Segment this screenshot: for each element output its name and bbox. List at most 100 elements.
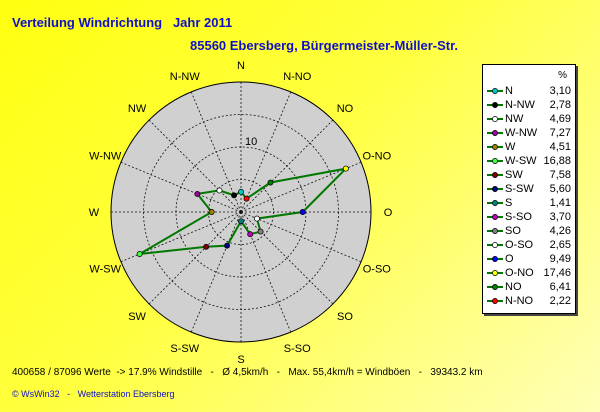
footer-credit: © WsWin32 - Wetterstation Ebersberg [12, 389, 175, 399]
data-point-s-sw [224, 242, 231, 249]
legend-label: W-SW [505, 155, 537, 167]
legend-value: 4,26 [549, 225, 571, 237]
data-point-w [208, 209, 215, 215]
legend-item: N-NW 2,78 [483, 98, 575, 112]
legend-value: 2,78 [549, 99, 571, 111]
legend-label: NO [505, 281, 522, 293]
legend-item: S 1,41 [483, 196, 575, 210]
data-point-sw [203, 243, 210, 250]
direction-label: SW [128, 311, 146, 323]
direction-label: S-SW [170, 343, 199, 355]
legend-item: SW 7,58 [483, 168, 575, 182]
legend-value: 2,22 [549, 295, 571, 307]
legend-item: W-SW 16,88 [483, 154, 575, 168]
legend-item: O-SO 2,65 [483, 238, 575, 252]
legend-marker [487, 130, 503, 136]
legend-label: W-NW [505, 127, 538, 139]
legend-marker [487, 214, 503, 220]
legend-value: 3,70 [549, 211, 571, 223]
data-point-s [238, 218, 244, 225]
legend-item: S-SW 5,60 [483, 182, 575, 196]
legend-label: N [505, 85, 513, 97]
grid-spoke [120, 161, 242, 213]
legend-value: 4,51 [549, 141, 571, 153]
grid-spoke [190, 91, 242, 213]
legend-marker [487, 228, 503, 234]
legend-value: 6,41 [549, 281, 571, 293]
legend-value: 1,41 [549, 197, 571, 209]
legend-label: NW [505, 113, 524, 125]
direction-label: S-SO [284, 343, 311, 355]
direction-label: SO [337, 311, 353, 323]
legend-marker [487, 102, 503, 108]
legend-value: 7,27 [549, 127, 571, 139]
legend-marker [487, 158, 503, 164]
legend-label: SO [505, 225, 521, 237]
legend-label: N-NW [505, 99, 535, 111]
legend-label: O-NO [505, 267, 534, 279]
legend-label: S-SO [505, 211, 532, 223]
data-point-so [257, 228, 264, 235]
direction-label: S [237, 354, 244, 366]
grid-spoke [148, 211, 242, 305]
legend-marker [487, 116, 503, 122]
data-point-nw [216, 187, 223, 194]
legend-marker [487, 242, 503, 248]
legend-label: S [505, 197, 513, 209]
data-point-n [238, 188, 244, 195]
legend-item: N-NO 2,22 [483, 294, 575, 308]
grid-spoke [240, 161, 362, 213]
legend-value: 5,60 [549, 183, 571, 195]
data-point-no [267, 179, 274, 186]
chart-subtitle: 85560 Ebersberg, Bürgermeister-Müller-St… [190, 38, 459, 53]
grid-spoke [148, 119, 242, 213]
grid-spoke [240, 119, 334, 213]
legend-item: S-SO 3,70 [483, 210, 575, 224]
legend-item: O-NO 17,46 [483, 266, 575, 280]
chart-title: Verteilung Windrichtung Jahr 2011 [12, 15, 233, 30]
legend-marker [487, 270, 503, 276]
legend-marker [487, 186, 503, 192]
legend-item: O 9,49 [483, 252, 575, 266]
legend-marker [487, 172, 503, 178]
grid-spoke [190, 211, 242, 333]
direction-label: O-NO [362, 151, 391, 163]
data-point-w-nw [194, 190, 201, 197]
legend-item: W 4,51 [483, 140, 575, 154]
legend-item: NO 6,41 [483, 280, 575, 294]
data-point-o-so [253, 215, 260, 222]
legend: % N 3,10 N-NW 2,78 NW 4,69 W-NW 7,27 W 4,51 W-SW 16… [482, 64, 576, 314]
legend-unit: % [558, 70, 567, 81]
legend-label: S-SW [505, 183, 534, 195]
data-point-n-nw [231, 192, 238, 199]
direction-label: N-NW [170, 71, 201, 83]
direction-label: O [384, 207, 393, 219]
data-point-n-no [243, 195, 250, 202]
grid-spoke [240, 211, 334, 305]
legend-value: 2,65 [549, 239, 571, 251]
data-point-o [299, 209, 306, 215]
direction-label: W-NW [89, 151, 122, 163]
grid-spoke [240, 91, 292, 213]
footer-stats: 400658 / 87096 Werte -> 17.9% Windstille… [12, 367, 483, 378]
legend-marker [487, 200, 503, 206]
legend-value: 4,69 [549, 113, 571, 125]
legend-marker [487, 298, 503, 304]
legend-value: 9,49 [549, 253, 571, 265]
grid-spoke [240, 211, 362, 263]
legend-label: O [505, 253, 514, 265]
legend-value: 3,10 [549, 85, 571, 97]
legend-label: O-SO [505, 239, 534, 251]
direction-label: W [89, 207, 100, 219]
ring-label: 10 [245, 136, 257, 148]
direction-label: N [237, 60, 245, 72]
legend-label: SW [505, 169, 523, 181]
legend-marker [487, 256, 503, 262]
legend-label: W [505, 141, 516, 153]
legend-marker [487, 144, 503, 150]
legend-item: N 3,10 [483, 84, 575, 98]
legend-value: 16,88 [543, 155, 571, 167]
direction-label: W-SW [89, 263, 121, 275]
legend-marker [487, 284, 503, 290]
direction-label: N-NO [283, 71, 312, 83]
